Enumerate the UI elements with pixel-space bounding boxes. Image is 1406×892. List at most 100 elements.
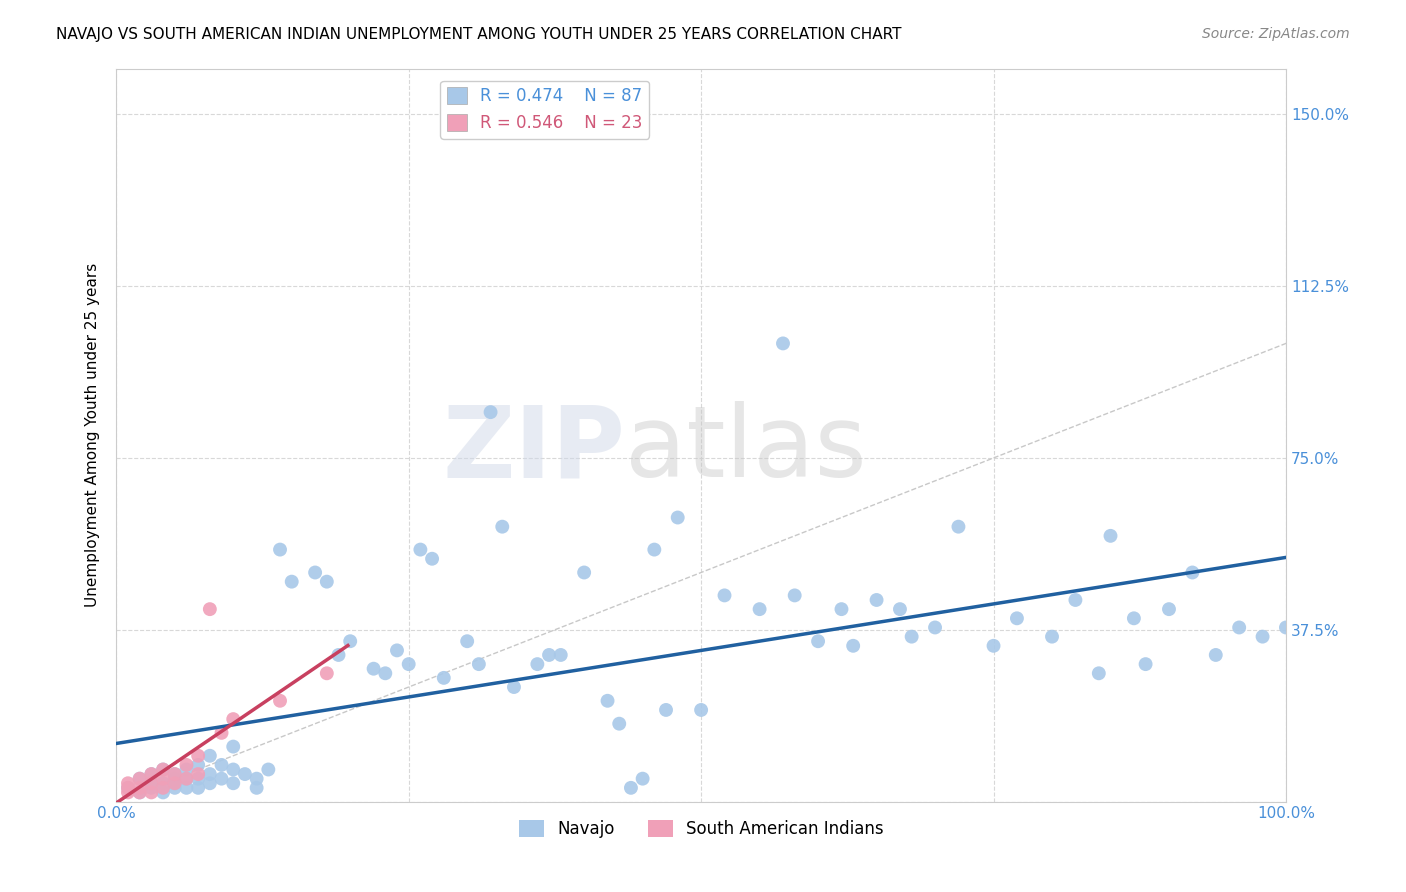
Point — [433, 671, 456, 685]
Point — [117, 785, 139, 799]
Point — [315, 666, 337, 681]
Point — [117, 780, 139, 795]
Point — [117, 780, 139, 795]
Point — [246, 772, 269, 786]
Point — [198, 767, 221, 781]
Point — [713, 588, 735, 602]
Point — [1275, 620, 1298, 634]
Point — [280, 574, 302, 589]
Point — [187, 758, 209, 772]
Text: Source: ZipAtlas.com: Source: ZipAtlas.com — [1202, 27, 1350, 41]
Point — [772, 336, 794, 351]
Point — [128, 780, 150, 795]
Point — [152, 785, 174, 799]
Point — [246, 780, 269, 795]
Point — [1181, 566, 1204, 580]
Point — [163, 772, 186, 786]
Point — [152, 780, 174, 795]
Point — [128, 785, 150, 799]
Point — [690, 703, 713, 717]
Point — [842, 639, 865, 653]
Point — [385, 643, 408, 657]
Point — [187, 772, 209, 786]
Point — [1064, 593, 1087, 607]
Point — [176, 763, 198, 777]
Point — [1122, 611, 1144, 625]
Point — [141, 767, 163, 781]
Point — [1227, 620, 1250, 634]
Point — [889, 602, 911, 616]
Point — [666, 510, 689, 524]
Point — [233, 767, 256, 781]
Point — [572, 566, 595, 580]
Point — [163, 780, 186, 795]
Point — [257, 763, 280, 777]
Point — [198, 602, 221, 616]
Point — [468, 657, 491, 672]
Point — [398, 657, 420, 672]
Point — [596, 694, 619, 708]
Point — [222, 776, 245, 790]
Point — [163, 767, 186, 781]
Point — [420, 551, 443, 566]
Point — [152, 776, 174, 790]
Y-axis label: Unemployment Among Youth under 25 years: Unemployment Among Youth under 25 years — [86, 263, 100, 607]
Point — [152, 772, 174, 786]
Point — [176, 772, 198, 786]
Point — [141, 780, 163, 795]
Text: NAVAJO VS SOUTH AMERICAN INDIAN UNEMPLOYMENT AMONG YOUTH UNDER 25 YEARS CORRELAT: NAVAJO VS SOUTH AMERICAN INDIAN UNEMPLOY… — [56, 27, 901, 42]
Text: ZIP: ZIP — [443, 401, 626, 499]
Point — [269, 694, 291, 708]
Point — [222, 739, 245, 754]
Point — [163, 767, 186, 781]
Point — [222, 712, 245, 726]
Point — [503, 680, 526, 694]
Point — [631, 772, 654, 786]
Point — [1135, 657, 1157, 672]
Point — [526, 657, 548, 672]
Point — [163, 776, 186, 790]
Point — [211, 758, 233, 772]
Point — [491, 519, 513, 533]
Point — [865, 593, 887, 607]
Point — [983, 639, 1005, 653]
Point — [807, 634, 830, 648]
Point — [176, 780, 198, 795]
Point — [187, 780, 209, 795]
Point — [222, 763, 245, 777]
Point — [1157, 602, 1180, 616]
Point — [128, 772, 150, 786]
Point — [198, 748, 221, 763]
Point — [783, 588, 806, 602]
Point — [198, 776, 221, 790]
Point — [1099, 529, 1122, 543]
Point — [550, 648, 572, 662]
Point — [620, 780, 643, 795]
Legend: Navajo, South American Indians: Navajo, South American Indians — [512, 813, 890, 845]
Point — [152, 763, 174, 777]
Point — [187, 767, 209, 781]
Point — [538, 648, 561, 662]
Point — [1005, 611, 1028, 625]
Point — [1088, 666, 1111, 681]
Point — [315, 574, 337, 589]
Point — [152, 763, 174, 777]
Point — [304, 566, 326, 580]
Point — [1251, 630, 1274, 644]
Point — [830, 602, 852, 616]
Point — [211, 726, 233, 740]
Point — [176, 772, 198, 786]
Point — [1040, 630, 1063, 644]
Point — [374, 666, 396, 681]
Point — [128, 772, 150, 786]
Point — [607, 716, 630, 731]
Point — [409, 542, 432, 557]
Point — [141, 776, 163, 790]
Point — [748, 602, 770, 616]
Point — [141, 785, 163, 799]
Point — [363, 662, 385, 676]
Point — [900, 630, 922, 644]
Point — [269, 542, 291, 557]
Point — [924, 620, 946, 634]
Point — [176, 758, 198, 772]
